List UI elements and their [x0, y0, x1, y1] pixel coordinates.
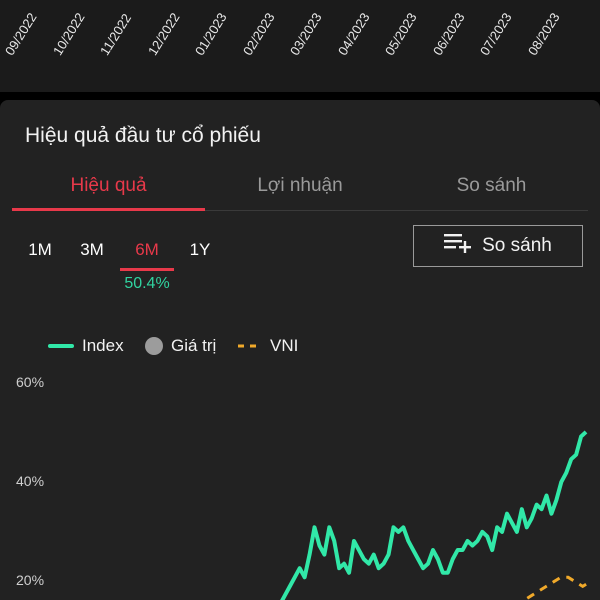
- date-axis-label: 06/2023: [429, 10, 468, 58]
- compare-button[interactable]: So sánh: [413, 225, 583, 267]
- investment-performance-card: Hiệu quả đầu tư cổ phiếu Hiệu quả Lợi nh…: [0, 100, 600, 600]
- tab-loi-nhuan[interactable]: Lợi nhuận: [257, 175, 343, 196]
- date-axis-label: 09/2022: [2, 10, 40, 58]
- period-6m[interactable]: 6M: [135, 240, 159, 259]
- tabs-divider: [205, 210, 588, 211]
- legend-index-marker: [48, 344, 74, 348]
- y-tick-label: 20%: [16, 572, 45, 588]
- legend-gia-tri-marker: [145, 337, 163, 355]
- performance-chart: 60% 40% 20%: [0, 362, 600, 600]
- date-axis-label: 03/2023: [287, 10, 325, 58]
- period-performance-value: 50.4%: [124, 275, 170, 292]
- legend-vni[interactable]: VNI: [238, 336, 298, 356]
- period-1y[interactable]: 1Y: [189, 240, 211, 259]
- y-tick-label: 60%: [16, 374, 45, 390]
- date-axis-label: 08/2023: [524, 10, 563, 58]
- date-axis-strip: 09/2022 10/2022 11/2022 12/2022 01/2023 02/20…: [0, 0, 600, 92]
- active-tab-indicator: [12, 208, 205, 211]
- date-axis-label: 05/2023: [382, 10, 420, 58]
- tab-bar: Hiệu quả Lợi nhuận So sánh: [12, 170, 588, 212]
- vni-series-line: [521, 575, 591, 600]
- legend-gia-tri[interactable]: Giá trị: [145, 336, 216, 356]
- tab-so-sanh[interactable]: So sánh: [456, 175, 527, 196]
- compare-button-label: So sánh: [482, 235, 552, 256]
- active-period-indicator: [120, 268, 174, 271]
- period-3m[interactable]: 3M: [80, 240, 104, 259]
- date-axis-label: 11/2022: [97, 10, 135, 58]
- legend-index[interactable]: Index: [48, 336, 124, 356]
- date-axis-label: 02/2023: [239, 10, 278, 58]
- y-tick-label: 40%: [16, 473, 45, 489]
- legend-index-label: Index: [82, 336, 124, 355]
- list-add-icon: [444, 232, 472, 260]
- legend-gia-tri-label: Giá trị: [171, 336, 217, 355]
- date-axis-label: 04/2023: [334, 10, 373, 58]
- period-1m[interactable]: 1M: [28, 240, 52, 259]
- tab-hieu-qua[interactable]: Hiệu quả: [70, 175, 147, 196]
- date-axis-label: 01/2023: [192, 10, 230, 58]
- chart-plot: [280, 430, 591, 600]
- index-series-line: [280, 430, 588, 600]
- card-title: Hiệu quả đầu tư cổ phiếu: [25, 124, 261, 147]
- date-axis-label: 10/2022: [49, 10, 88, 58]
- legend-vni-label: VNI: [270, 336, 299, 355]
- legend-vni-marker: [238, 344, 262, 348]
- date-axis-label: 12/2022: [144, 10, 183, 58]
- date-axis-label: 07/2023: [477, 10, 515, 58]
